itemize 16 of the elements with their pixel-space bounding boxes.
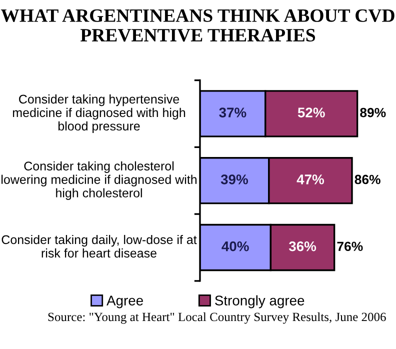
data-label: 47% bbox=[296, 174, 324, 184]
data-label: 40% bbox=[222, 241, 249, 252]
chart-title: WHAT ARGENTINEANS THINK ABOUT CVD PREVENTIVE THERAPIES bbox=[0, 9, 394, 42]
total-label: 86% bbox=[354, 174, 380, 184]
source-note: Source: "Young at Heart" Local Country Survey Results, June 2006 bbox=[48, 312, 386, 324]
y-tick-label: Consider taking cholesterol lowering medicine if diagnosed with high cholesterol bbox=[2, 161, 197, 200]
total-label: 89% bbox=[360, 108, 386, 118]
total-label: 76% bbox=[337, 242, 363, 252]
data-label: 36% bbox=[288, 241, 316, 252]
y-tick-label: Consider taking daily, low-dose if at risk for heart disease bbox=[2, 234, 197, 258]
legend-label: Agree bbox=[106, 296, 143, 308]
legend-label: Strongly agree bbox=[215, 295, 304, 308]
data-label: 37% bbox=[219, 108, 246, 118]
data-label: 52% bbox=[298, 108, 325, 118]
data-label: 39% bbox=[220, 174, 248, 184]
y-tick-label: Consider taking hypertensive medicine if diagnosed with high blood pressure bbox=[12, 94, 186, 134]
